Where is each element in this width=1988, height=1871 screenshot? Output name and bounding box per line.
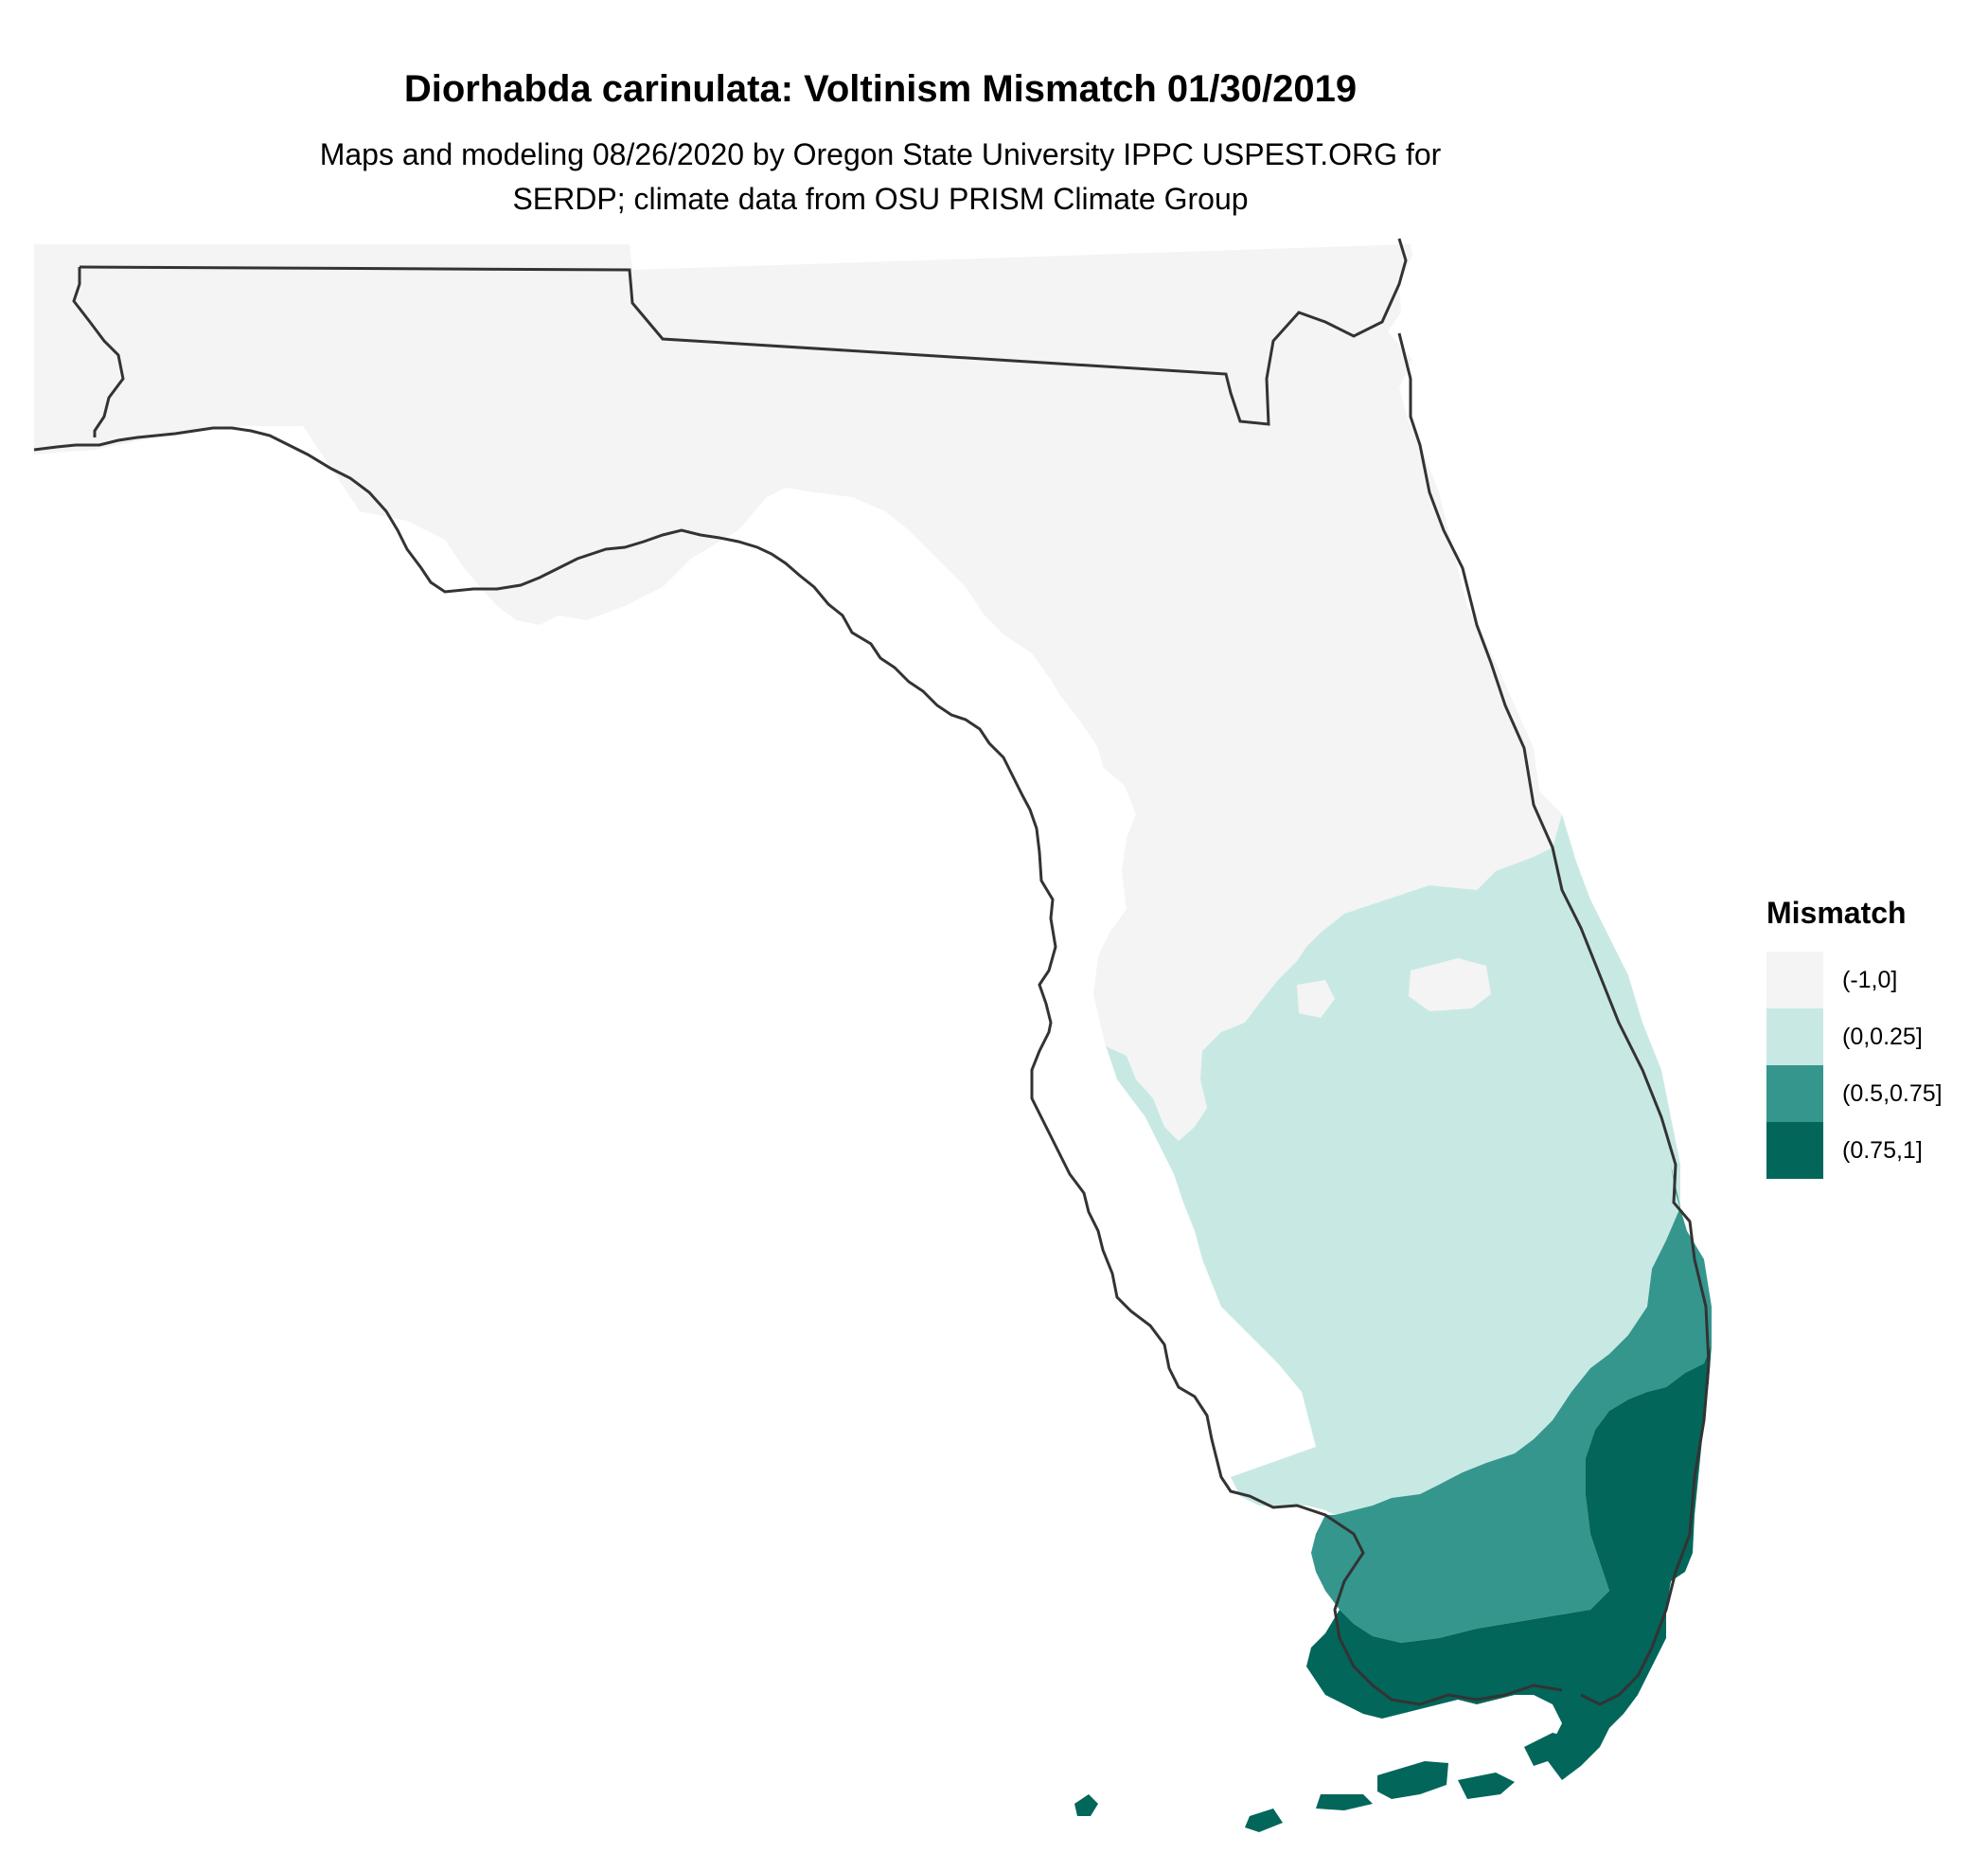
region-0.75-1	[1306, 1345, 1712, 1780]
patch-neg1-0-1	[1409, 958, 1491, 1011]
legend-swatch	[1766, 1065, 1823, 1122]
legend-item: (-1,0]	[1766, 952, 1943, 1008]
state-outline	[33, 238, 1711, 1706]
subtitle-line-2: SERDP; climate data from OSU PRISM Clima…	[512, 182, 1249, 216]
panhandle-outline-top	[72, 267, 125, 437]
map-subtitle: Maps and modeling 08/26/2020 by Oregon S…	[227, 133, 1534, 222]
legend: Mismatch (-1,0] (0,0.25] (0.5,0.75] (0.7…	[1766, 896, 1943, 1179]
keys-island-4	[1524, 1733, 1571, 1766]
subtitle-line-1: Maps and modeling 08/26/2020 by Oregon S…	[319, 137, 1442, 171]
legend-label: (0,0.25]	[1842, 1023, 1923, 1050]
map-title: Diorhabda carinulata: Voltinism Mismatch…	[403, 68, 1358, 110]
legend-swatch	[1766, 1008, 1823, 1065]
keys-island-1	[1377, 1761, 1448, 1799]
legend-item: (0,0.25]	[1766, 1008, 1943, 1065]
keys-island-6	[1074, 1794, 1098, 1816]
region-neg1-0	[34, 244, 1562, 1141]
patch-neg1-0-2	[1297, 980, 1335, 1018]
legend-item: (0.75,1]	[1766, 1122, 1943, 1179]
keys-island-2	[1316, 1794, 1373, 1810]
legend-item: (0.5,0.75]	[1766, 1065, 1943, 1122]
legend-label: (0.5,0.75]	[1842, 1079, 1943, 1107]
legend-label: (0.75,1]	[1842, 1136, 1923, 1164]
legend-swatch	[1766, 1122, 1823, 1179]
region-0.5-0.75	[1311, 1165, 1712, 1643]
keys-island-5	[1245, 1809, 1283, 1832]
legend-title: Mismatch	[1766, 896, 1907, 930]
legend-label: (-1,0]	[1842, 966, 1898, 993]
region-0-0.25	[1106, 814, 1680, 1515]
keys-island-3	[1458, 1773, 1515, 1799]
legend-swatch	[1766, 952, 1823, 1008]
